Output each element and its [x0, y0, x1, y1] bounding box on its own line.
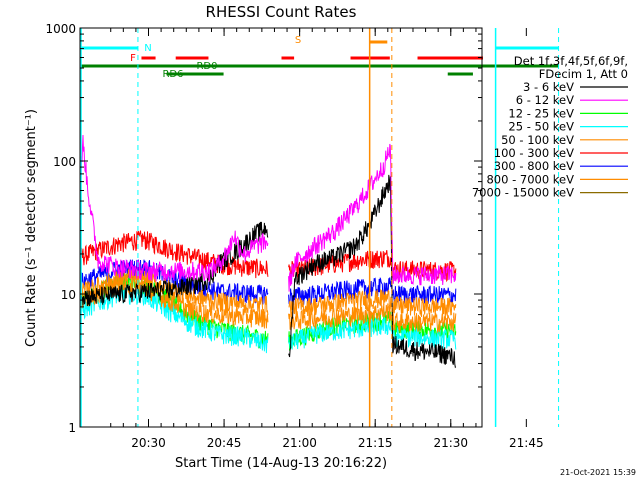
y-tick-label: 100: [53, 155, 76, 169]
y-tick-label: 1000: [45, 22, 76, 36]
bar-label-n: N: [144, 43, 151, 54]
legend-label: 300 - 800 keV: [494, 159, 574, 173]
bar-label-rd6: RD6: [162, 69, 183, 80]
legend-label: 800 - 7000 keV: [486, 172, 574, 186]
y-axis-label: Count Rate (s⁻¹ detector segment⁻¹): [24, 109, 39, 347]
legend: Det 1f,3f,4f,5f,6f,9f, FDecim 1, Att 0 3…: [472, 54, 628, 200]
legend-label: 25 - 50 keV: [508, 120, 574, 134]
chart-title: RHESSI Count Rates: [206, 3, 357, 21]
x-tick-label: 21:00: [282, 436, 317, 450]
legend-label: 3 - 6 keV: [523, 80, 574, 94]
y-tick-label: 10: [61, 288, 76, 302]
legend-header-line-2: FDecim 1, Att 0: [539, 67, 628, 81]
bar-label-s: S: [295, 35, 301, 46]
series-6-12-kev: [80, 134, 457, 292]
series-3-6-kev: [80, 174, 457, 369]
axes: 20:30 20:45 21:00 21:15 21:30 21:45 1 10 100 1000: [45, 22, 543, 450]
legend-label: 100 - 300 keV: [494, 146, 574, 160]
time-markers: [80, 28, 560, 427]
data-layer: [80, 134, 457, 369]
x-tick-label: 20:30: [131, 436, 166, 450]
legend-label: 12 - 25 keV: [508, 106, 574, 120]
x-axis-label: Start Time (14-Aug-13 20:16:22): [175, 456, 387, 471]
time-bars: NF S RD0 RD6: [80, 35, 559, 80]
x-tick-label: 20:45: [207, 436, 242, 450]
footer-timestamp: 21-Oct-2021 15:39: [560, 468, 636, 477]
bar-label-f: F: [130, 53, 136, 64]
x-tick-label: 21:30: [433, 436, 468, 450]
legend-label: 7000 - 15000 keV: [472, 186, 574, 200]
plot-frame: [79, 27, 483, 428]
legend-label: 50 - 100 keV: [501, 133, 574, 147]
legend-header-line-1: Det 1f,3f,4f,5f,6f,9f,: [514, 54, 628, 68]
bar-label-rd0: RD0: [196, 61, 217, 72]
legend-label: 6 - 12 keV: [516, 93, 574, 107]
x-tick-label: 21:15: [358, 436, 393, 450]
y-tick-label: 1: [68, 421, 76, 435]
x-tick-label: 21:45: [509, 436, 544, 450]
